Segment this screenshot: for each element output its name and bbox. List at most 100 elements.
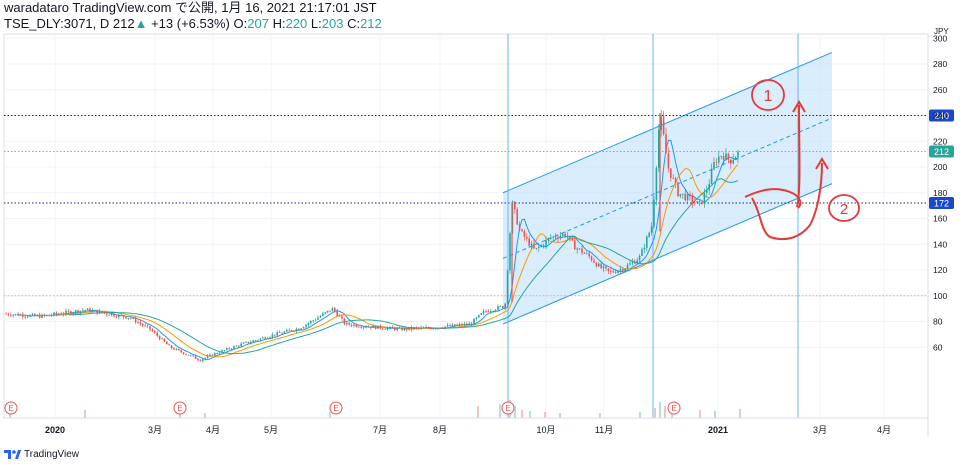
candle-body: [386, 327, 389, 330]
candle-body: [317, 317, 319, 320]
volume-bar-17: [664, 406, 666, 418]
candle-body: [406, 328, 408, 330]
candle-body: [703, 192, 706, 204]
candle-body: [540, 244, 542, 247]
candle-body: [518, 224, 521, 230]
candle-body: [53, 312, 55, 316]
annotation-label-2: 2: [840, 201, 848, 218]
time-label-1: 3月: [148, 425, 162, 435]
annotations[interactable]: 12: [744, 79, 860, 241]
candle-body: [144, 325, 146, 327]
horizontal-levels[interactable]: 240 172 212: [4, 109, 954, 297]
candle-body: [670, 168, 672, 178]
candle-body: [658, 129, 660, 168]
candle-body: [638, 256, 641, 261]
candle-body: [456, 324, 458, 326]
price-axis[interactable]: JPY 60 80 100 120 140 160 180 200 220 240 260 280 300: [933, 27, 949, 352]
candle-body: [730, 159, 732, 164]
candle-body: [384, 329, 386, 330]
time-axis[interactable]: 2020 3月 4月 5月 7月 8月 10月 11月 2021 3月 4月: [4, 417, 928, 435]
candle-body: [130, 318, 132, 319]
candle-body: [370, 326, 372, 328]
volume-bar-0: [9, 412, 11, 418]
candle-body: [82, 310, 84, 312]
candle-body: [391, 326, 394, 329]
level-tag-text-172: 172: [934, 199, 949, 209]
candle-body: [43, 314, 46, 316]
candle-body: [602, 266, 605, 269]
price-tick-120: 120: [933, 265, 947, 275]
brand-name: TradingView: [24, 448, 80, 460]
candle-body: [41, 314, 43, 318]
candle-body: [223, 350, 226, 351]
candle-body: [737, 151, 739, 158]
candle-body: [559, 235, 562, 239]
candle-body: [72, 312, 74, 314]
candle-body: [96, 310, 98, 314]
time-label-2: 4月: [206, 425, 220, 435]
candle-body: [418, 327, 420, 329]
candle-body: [278, 332, 281, 334]
candle-body: [94, 310, 96, 312]
candle-body: [641, 249, 643, 257]
open-value: 207: [247, 16, 269, 31]
volume-bar-14: [639, 412, 641, 418]
candle-body: [706, 190, 708, 193]
candle-body: [46, 314, 48, 316]
candle-body: [547, 237, 550, 240]
ohlc-line: TSE_DLY:3071, D 212▲ +13 (+6.53%) O:207 …: [4, 16, 944, 32]
candle-body: [269, 337, 271, 339]
candle-body: [509, 233, 511, 271]
candle-body: [619, 268, 622, 271]
candle-body: [463, 323, 466, 326]
candle-body: [168, 344, 170, 346]
candle-body: [396, 328, 398, 331]
candle-body: [329, 310, 331, 312]
candle-body: [588, 253, 590, 257]
candle-body: [576, 248, 578, 250]
candle-body: [38, 315, 41, 318]
candle-body: [226, 348, 228, 351]
candle-body: [211, 354, 214, 356]
candle-body: [725, 153, 727, 161]
earnings-marker-4: [667, 401, 681, 415]
candle-body: [377, 325, 379, 329]
moving-average-26: [68, 178, 739, 355]
candle-body: [686, 194, 689, 201]
time-label-10: 4月: [877, 425, 891, 435]
candle-body: [379, 325, 382, 329]
earnings-marker-3: [501, 401, 515, 415]
currency-label: JPY: [934, 27, 949, 36]
candle-body: [727, 153, 730, 160]
candle-body: [89, 308, 91, 313]
candle-body: [355, 324, 358, 327]
candle-body: [593, 260, 595, 263]
candle-body: [206, 355, 209, 358]
candle-body: [614, 272, 617, 274]
candle-body: [190, 355, 192, 357]
candle-body: [470, 323, 473, 325]
candle-body: [478, 314, 480, 318]
candle-body: [230, 348, 233, 350]
price-tick-60: 60: [933, 342, 943, 352]
candle-body: [151, 329, 154, 332]
candle-body: [17, 313, 19, 316]
candle-body: [14, 313, 17, 315]
candle-body: [60, 313, 62, 315]
candle-body: [197, 358, 199, 361]
candle-body: [674, 178, 677, 183]
candle-body: [322, 313, 324, 317]
low-value: 203: [321, 16, 344, 31]
candle-body: [598, 263, 600, 267]
change-value: +13 (+6.53%): [151, 16, 230, 31]
candle-body: [420, 327, 422, 329]
candle-body: [535, 247, 538, 249]
candle-body: [146, 325, 149, 327]
candle-body: [240, 343, 242, 347]
volume-bar-8: [514, 406, 516, 418]
vertical-lines[interactable]: [507, 34, 799, 418]
candle-body: [552, 236, 554, 238]
channel-upper-line: [502, 51, 833, 194]
